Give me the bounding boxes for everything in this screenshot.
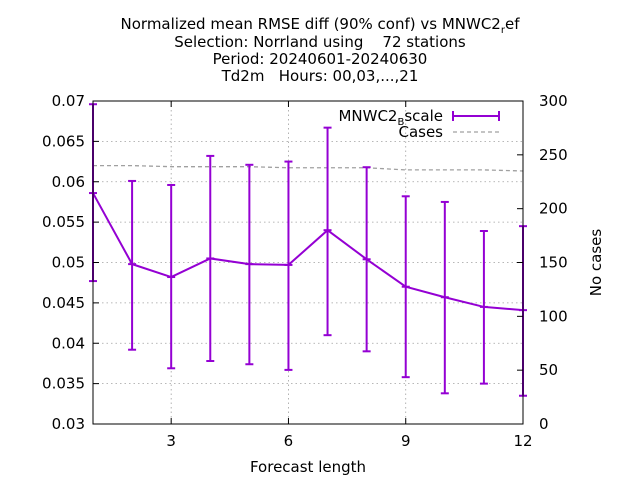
- y-right-tick-label: 100: [539, 307, 568, 325]
- y-right-tick-label: 300: [539, 92, 568, 110]
- legend-label-mnwc2-bscale: MNWC2Bscale: [338, 107, 443, 128]
- y-left-tick-label: 0.06: [52, 173, 85, 191]
- y-left-tick-label: 0.055: [42, 213, 85, 231]
- series-line-cases: [93, 164, 524, 172]
- chart-title-line-1-tail: ef: [504, 15, 520, 33]
- series-line-mnwc2-bscale: [92, 192, 524, 312]
- tick-labels: 0.03 0.035 0.04 0.045 0.05 0.055 0.06 0.065 0.07…: [42, 92, 568, 450]
- x-tick-label: 6: [284, 432, 294, 450]
- y-left-tick-label: 0.03: [52, 415, 85, 433]
- chart-title-line-3: Period: 20240601-20240630: [212, 50, 428, 68]
- x-tick-label: 9: [401, 432, 411, 450]
- y-left-tick-label: 0.065: [42, 132, 85, 150]
- y-left-tick-label: 0.035: [42, 375, 85, 393]
- legend-label-tail: scale: [404, 107, 443, 125]
- y-right-tick-label: 250: [539, 146, 568, 164]
- y-right-tick-label: 50: [539, 361, 558, 379]
- legend-label-sub: B: [397, 117, 404, 128]
- grid-lines: [93, 101, 523, 424]
- y-right-tick-label: 0: [539, 415, 549, 433]
- y-left-tick-label: 0.07: [52, 92, 85, 110]
- series-layer: [89, 103, 527, 397]
- y-right-tick-label: 200: [539, 200, 568, 218]
- legend-label-cases: Cases: [398, 123, 443, 141]
- tick-marks: [93, 100, 524, 425]
- right-y-axis-label: No cases: [587, 229, 605, 297]
- chart-title-line-4: Td2m Hours: 00,03,...,21: [221, 67, 419, 85]
- x-tick-label: 3: [166, 432, 176, 450]
- y-right-tick-label: 150: [539, 254, 568, 272]
- chart-title-line-1-sub: r: [500, 25, 505, 36]
- chart-title-line-2: Selection: Norrland using 72 stations: [174, 33, 466, 51]
- chart-title-line-1: Normalized mean RMSE diff (90% conf) vs …: [0, 15, 640, 40]
- x-axis-label: Forecast length: [250, 458, 366, 476]
- y-left-tick-label: 0.05: [52, 254, 85, 272]
- x-tick-label: 12: [513, 432, 532, 450]
- chart-title-line-1-main: Normalized mean RMSE diff (90% conf) vs …: [120, 15, 501, 33]
- y-left-tick-label: 0.04: [52, 334, 85, 352]
- y-left-tick-label: 0.045: [42, 294, 85, 312]
- legend: MNWC2Bscale Cases: [338, 107, 500, 141]
- legend-label-main: MNWC2: [338, 107, 397, 125]
